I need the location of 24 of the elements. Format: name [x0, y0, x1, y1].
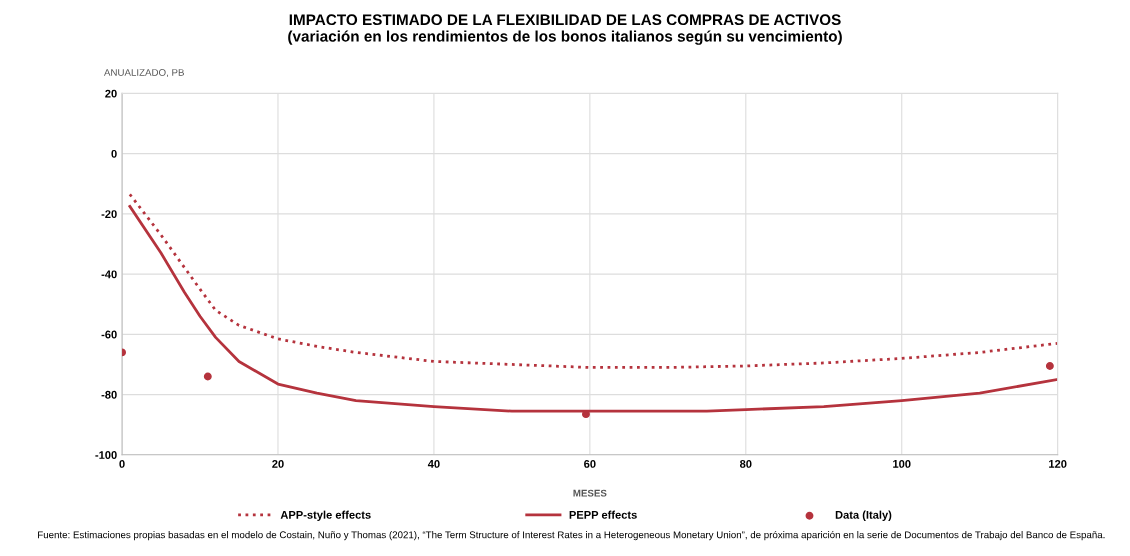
- chart-title: IMPACTO ESTIMADO DE LA FLEXIBILIDAD DE LAS COMPRAS DE ACTIVOS (variación en los rendimientos de los bonos italianos según su vencimiento): [288, 14, 842, 45]
- x-tick-label: 100: [893, 459, 911, 468]
- y-tick-label: -100: [95, 451, 117, 459]
- y-tick-label: -40: [101, 270, 117, 279]
- source-note: Fuente: Estimaciones propias basadas en el modelo de Costain, Nuño y Thomas (2021), “The Term Structure of Interest Rates in a Heterogeneous Monetary Union”, de próxima aparición en la serie de Documentos de Trabajo del Banco de España.: [38, 530, 1105, 541]
- x-tick-label: 20: [272, 459, 284, 468]
- legend-label: PEPP effects: [569, 510, 637, 519]
- x-tick-label: 80: [739, 459, 752, 468]
- legend-label: APP-style effects: [280, 510, 371, 521]
- point: [203, 372, 212, 381]
- x-tick-label: 40: [427, 459, 440, 468]
- x-axis-title: MESES: [573, 489, 607, 497]
- point: [1045, 362, 1054, 370]
- y-tick-label: -20: [101, 210, 117, 219]
- x-tick-label: 120: [1049, 459, 1067, 468]
- y-axis-title: ANUALIZADO, PB: [103, 69, 184, 78]
- x-tick-label: 60: [584, 459, 596, 468]
- y-tick-label: 20: [105, 89, 117, 98]
- legend-label: Data (Italy): [835, 510, 892, 521]
- x-tick-label: 0: [119, 459, 125, 468]
- y-tick-label: -80: [101, 390, 117, 399]
- y-tick-label: 0: [111, 149, 117, 158]
- line-series: [128, 192, 1058, 369]
- y-tick-label: -60: [101, 330, 117, 339]
